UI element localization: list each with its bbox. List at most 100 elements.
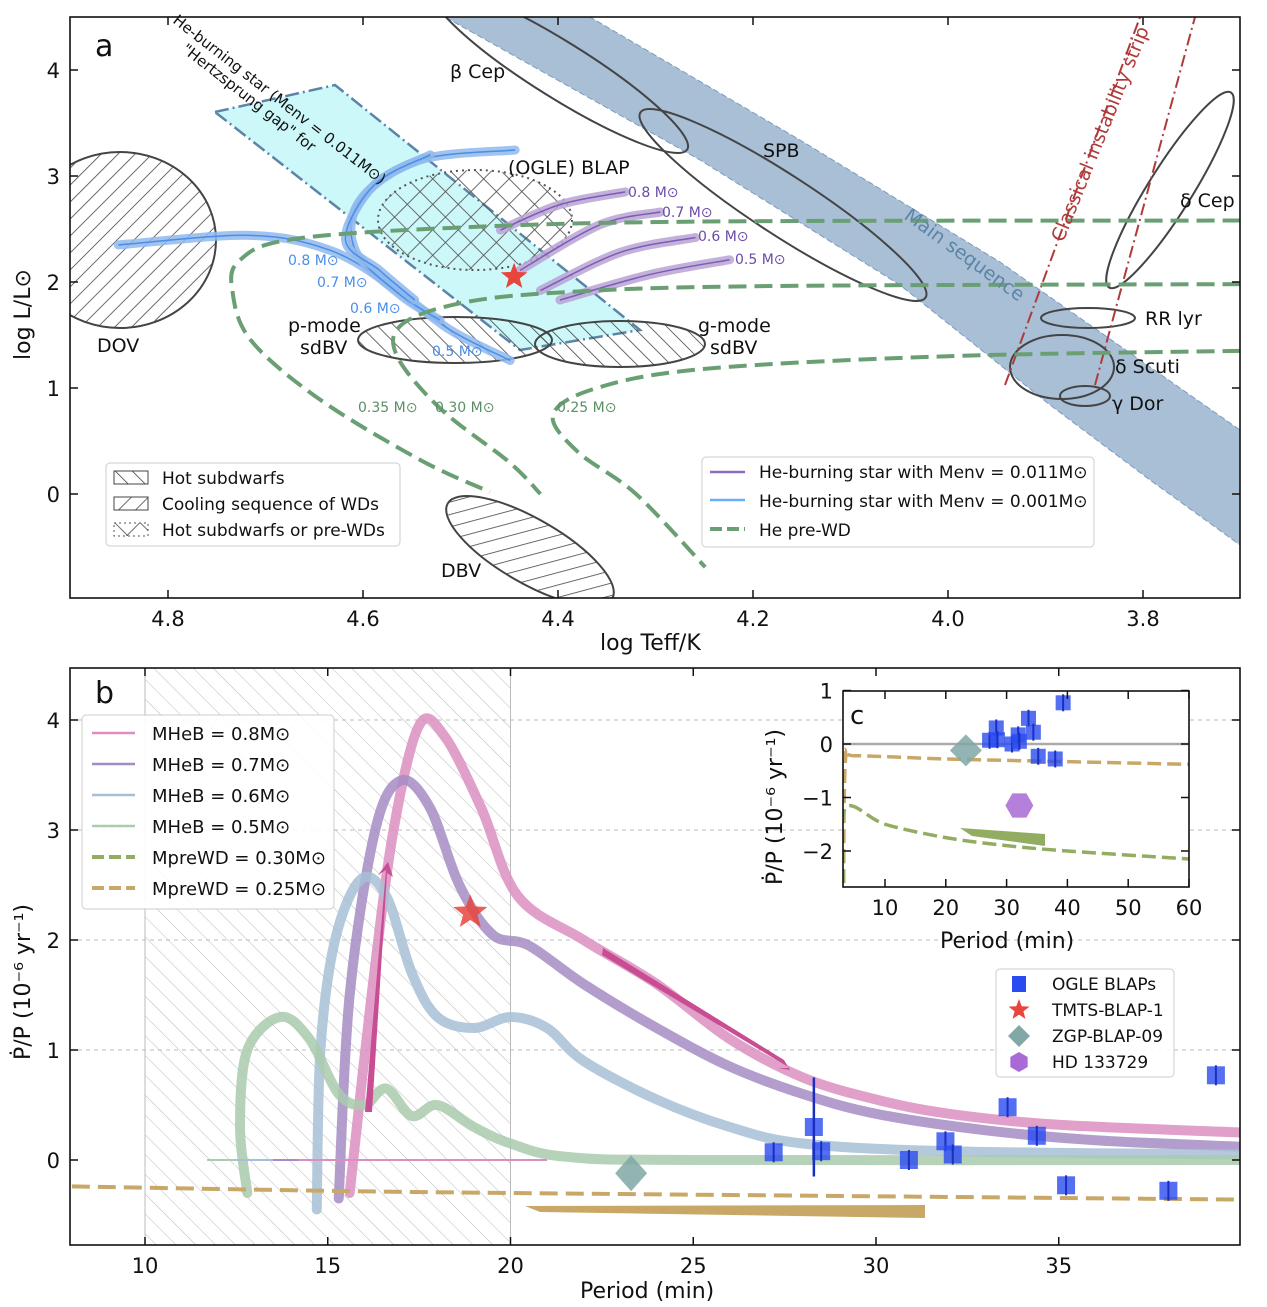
- spb-label: SPB: [763, 140, 800, 162]
- panel-a-tracks: [113, 145, 1240, 569]
- panel-b-observations: [453, 894, 1225, 1201]
- y-tick-label: 4: [47, 709, 60, 733]
- green-mass-label: 0.35 M⊙: [358, 400, 417, 416]
- delta-scuti-label: δ Scuti: [1115, 356, 1180, 378]
- y-tick-label: 0: [820, 733, 833, 757]
- y-tick-label: 2: [47, 271, 60, 295]
- panel-c-xlabel: Period (min): [940, 929, 1074, 954]
- x-tick-label: 60: [1176, 896, 1203, 920]
- tmts-blap-1-point: [453, 894, 488, 928]
- series-line: [235, 1011, 1240, 1198]
- legend-label: ZGP-BLAP-09: [1052, 1027, 1163, 1047]
- legend-wd-cooling: Cooling sequence of WDs: [162, 495, 379, 515]
- panel-c-observations: [949, 694, 1071, 818]
- hot-subdwarfs-swatch: [113, 470, 149, 485]
- x-tick-label: 4.8: [151, 607, 184, 631]
- panel-b-frame: [69, 667, 1241, 1246]
- y-tick-label: 3: [47, 819, 60, 843]
- legend-he-prewd: He pre-WD: [759, 521, 851, 541]
- spb-region: [638, 108, 928, 302]
- x-tick-label: 20: [932, 896, 959, 920]
- panel-b-tracks: [71, 713, 1240, 1215]
- track-thin-line: [500, 191, 626, 231]
- gamma-dor-region: [1059, 385, 1111, 407]
- x-tick-label: 25: [680, 1254, 707, 1278]
- legend-label: TMTS-BLAP-1: [1051, 1001, 1164, 1021]
- panel-a-ticks: 4.8 4.6 4.4 4.2 4.0 3.8 0 1 2 3 4: [47, 17, 1240, 631]
- panel-b-xlabel: Period (min): [580, 1279, 714, 1304]
- panel-a-ylabel: log L/L⊙: [11, 269, 36, 360]
- series-line: [843, 804, 1189, 884]
- g-mode-sdbv-label: sdBV: [710, 337, 757, 359]
- track-line: [229, 218, 1240, 494]
- series-line: [333, 774, 1240, 1204]
- legend-hot-subdwarfs: Hot subdwarfs: [162, 469, 285, 489]
- panel-a-xlabel: log Teff/K: [600, 631, 701, 656]
- g-mode-sdbv-region: [534, 320, 706, 368]
- panel-c-background: [843, 691, 1189, 887]
- delta-cep-label: δ Cep: [1180, 190, 1235, 212]
- arrow-icon: [602, 948, 790, 1070]
- instability-strip-label: Classical instability strip: [1047, 23, 1154, 245]
- y-tick-label: 0: [47, 483, 60, 507]
- y-tick-label: 0: [47, 1149, 60, 1173]
- series-line: [843, 747, 1189, 884]
- dbv-label: DBV: [441, 560, 481, 582]
- x-tick-label: 4.4: [541, 607, 574, 631]
- legend-menv-0011: He-burning star with Menv = 0.011M⊙: [759, 463, 1088, 483]
- series-line: [311, 871, 1240, 1215]
- legend-label: OGLE BLAPs: [1052, 975, 1156, 995]
- legend-label: MHeB = 0.8M⊙: [152, 724, 290, 745]
- track-line: [550, 348, 1240, 569]
- hd-133729-point: [1005, 793, 1034, 818]
- panel-a-plot-area: [70, 17, 1240, 598]
- y-tick-label: −2: [802, 840, 833, 864]
- track-thin-line: [559, 259, 730, 301]
- legend-tracks: He-burning star with Menv = 0.011M⊙ He-b…: [701, 456, 1095, 548]
- tmts-legend-marker: [1008, 999, 1030, 1019]
- purple-mass-label: 0.6 M⊙: [698, 229, 749, 245]
- legend-regions: Hot subdwarfs Cooling sequence of WDs Ho…: [105, 462, 401, 547]
- panel-label-b: b: [95, 676, 114, 711]
- blue-mass-label: 0.6 M⊙: [350, 301, 401, 317]
- panel-a-hr-diagram: 4.8 4.6 4.4 4.2 4.0 3.8 0 1 2 3 4 a β Cep SPB (OGL…: [11, 11, 1241, 656]
- blap-label: (OGLE) BLAP: [508, 157, 630, 179]
- arrow-icon: [960, 824, 1045, 846]
- series-line: [71, 1184, 1240, 1202]
- p-mode-sdbv-label: sdBV: [300, 337, 347, 359]
- rr-lyr-label: RR lyr: [1145, 308, 1202, 330]
- x-tick-label: 20: [497, 1254, 524, 1278]
- x-tick-label: 10: [132, 1254, 159, 1278]
- panel-label-c: c: [850, 701, 864, 731]
- x-tick-label: 35: [1045, 1254, 1072, 1278]
- tmts-blap-1-marker: [500, 262, 528, 289]
- legend-label: MHeB = 0.5M⊙: [152, 817, 290, 838]
- blue-mass-label: 0.8 M⊙: [288, 253, 339, 269]
- legend-models: MHeB = 0.8M⊙ MHeB = 0.7M⊙ MHeB = 0.6M⊙ MHeB…: [81, 714, 335, 910]
- track-thin-line: [118, 234, 511, 362]
- y-tick-label: 2: [47, 929, 60, 953]
- wd-cooling-swatch: [113, 496, 149, 511]
- blue-mass-label: 0.7 M⊙: [317, 275, 368, 291]
- beta-cep-label: β Cep: [450, 61, 505, 83]
- x-tick-label: 15: [314, 1254, 341, 1278]
- panel-c-tracks: [843, 747, 1189, 884]
- blap-region: [377, 169, 573, 271]
- blue-mass-label: 0.5 M⊙: [432, 344, 483, 360]
- green-mass-label: 0.25 M⊙: [557, 400, 616, 416]
- panel-b-ylabel: Ṗ/P (10⁻⁶ yr⁻¹): [10, 904, 36, 1060]
- x-tick-label: 10: [872, 896, 899, 920]
- mass-labels: 0.8 M⊙ 0.7 M⊙ 0.6 M⊙ 0.5 M⊙ 0.8 M⊙ 0.7 M…: [288, 185, 786, 416]
- legend-label: MpreWD = 0.25M⊙: [152, 879, 326, 900]
- purple-mass-label: 0.7 M⊙: [662, 205, 713, 221]
- legend-label: MHeB = 0.6M⊙: [152, 786, 290, 807]
- legend-label: HD 133729: [1052, 1053, 1148, 1073]
- legend-menv-0001: He-burning star with Menv = 0.001M⊙: [759, 492, 1088, 512]
- x-tick-label: 50: [1115, 896, 1142, 920]
- series-line: [344, 713, 1240, 1198]
- y-tick-label: 3: [47, 165, 60, 189]
